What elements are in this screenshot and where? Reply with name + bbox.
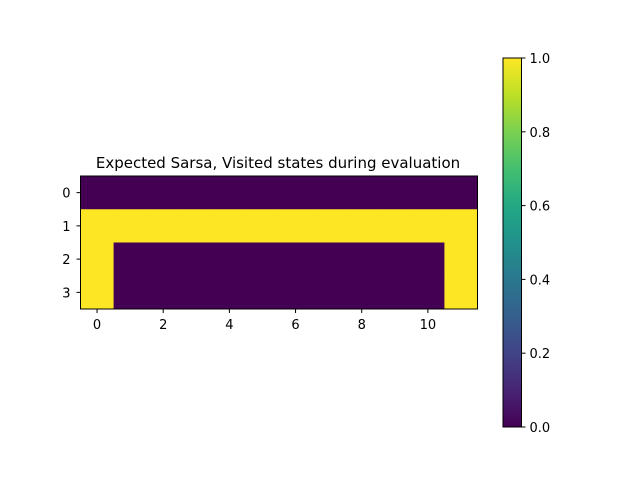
heatmap-cell (212, 275, 247, 310)
heatmap-cell (113, 242, 148, 277)
heatmap-cell (245, 176, 280, 210)
heatmap-cell (378, 176, 412, 210)
heatmap-cell (146, 209, 181, 243)
heatmap-cell (179, 176, 214, 210)
y-tick-label: 0 (62, 187, 70, 202)
heatmap-cell (113, 209, 148, 243)
heatmap-cell (345, 275, 379, 310)
heatmap-cell (345, 209, 379, 243)
x-tick-label: 10 (420, 318, 437, 333)
heatmap-cell (411, 209, 445, 243)
colorbar-tick-label: 0.6 (530, 200, 551, 215)
x-tick-label: 4 (225, 318, 233, 333)
colorbar (502, 57, 522, 428)
y-tick-label: 3 (62, 286, 70, 301)
heatmap-cell (444, 242, 478, 277)
colorbar-tick-label: 1.0 (530, 52, 551, 67)
heatmap-cell (411, 242, 445, 277)
heatmap-cell (279, 176, 313, 210)
heatmap-cell (411, 176, 445, 210)
heatmap-cell (212, 209, 247, 243)
heatmap-cell (345, 242, 379, 277)
heatmap-cell (80, 176, 115, 210)
x-axis-ticks: 0 2 4 6 8 10 (93, 309, 436, 333)
heatmap-cell (146, 176, 181, 210)
heatmap-cell (312, 275, 346, 310)
heatmap-cell (411, 275, 445, 310)
heatmap-cell (212, 242, 247, 277)
colorbar-tick-label: 0.4 (530, 273, 551, 288)
colorbar-tick-label: 0.0 (530, 421, 551, 436)
heatmap-cell (279, 209, 313, 243)
heatmap-cell (245, 242, 280, 277)
colorbar-tick-label: 0.2 (530, 347, 551, 362)
heatmap-cell (212, 176, 247, 210)
y-tick-label: 2 (62, 253, 70, 268)
heatmap-cell (179, 242, 214, 277)
heatmap-cell (113, 176, 148, 210)
heatmap-cell (312, 242, 346, 277)
heatmap-cell (345, 176, 379, 210)
x-tick-label: 6 (291, 318, 299, 333)
heatmap-cell (146, 275, 181, 310)
y-tick-label: 1 (62, 220, 70, 235)
colorbar-tick-label: 0.8 (530, 126, 551, 141)
x-tick-label: 0 (93, 318, 101, 333)
x-tick-label: 8 (358, 318, 366, 333)
heatmap-cell (279, 275, 313, 310)
heatmap-cell (80, 275, 115, 310)
y-axis-ticks: 0 1 2 3 (62, 187, 81, 301)
heatmap-cell (444, 209, 478, 243)
heatmap-cell (179, 209, 214, 243)
colorbar-ticks: 0.0 0.2 0.4 0.6 0.8 1.0 (521, 52, 551, 436)
heatmap-cell (279, 242, 313, 277)
x-tick-label: 2 (159, 318, 167, 333)
heatmap-cell (378, 275, 412, 310)
heatmap-cell (80, 209, 115, 243)
heatmap-cells (80, 176, 478, 310)
heatmap-cell (146, 242, 181, 277)
heatmap-cell (312, 176, 346, 210)
heatmap-cell (80, 242, 115, 277)
chart-title: Expected Sarsa, Visited states during ev… (96, 154, 460, 172)
heatmap-cell (378, 209, 412, 243)
heatmap-cell (378, 242, 412, 277)
heatmap-frame (80, 175, 478, 310)
heatmap-cell (245, 275, 280, 310)
heatmap-cell (312, 209, 346, 243)
heatmap-cell (113, 275, 148, 310)
heatmap-cell (179, 275, 214, 310)
heatmap-cell (245, 209, 280, 243)
heatmap-cell (444, 275, 478, 310)
heatmap-cell (444, 176, 478, 210)
